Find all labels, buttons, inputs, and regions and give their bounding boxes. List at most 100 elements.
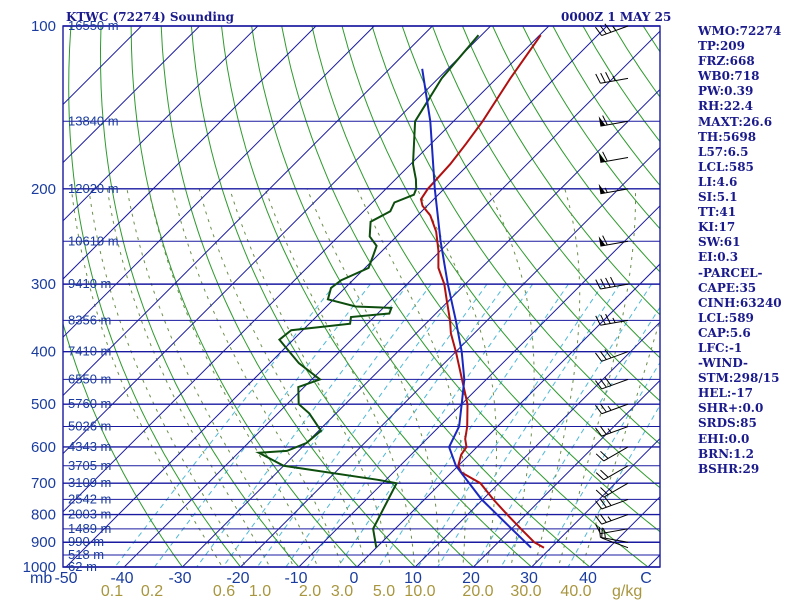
- wind-barb-half: [607, 405, 612, 411]
- isotherm-line: [414, 321, 660, 567]
- wind-barb-half: [612, 25, 617, 31]
- height-label: 13840 m: [68, 113, 119, 128]
- wind-barb-full: [595, 279, 601, 290]
- temperature-tick-label: -20: [226, 570, 249, 587]
- wind-barb-full: [604, 23, 612, 33]
- wind-barb: [595, 276, 629, 290]
- wind-barb-full: [599, 513, 607, 523]
- index-line: EHI:0.0: [698, 431, 750, 446]
- mixing-ratio-line: [153, 283, 371, 567]
- wind-barb-full: [605, 72, 611, 82]
- moist-adiabat-line: [148, 188, 319, 567]
- index-line: WMO:72274: [698, 24, 782, 38]
- wind-barb-full: [600, 469, 609, 478]
- pressure-tick-label: 500: [31, 396, 56, 413]
- wind-barb-full: [601, 527, 603, 539]
- wind-barb-full: [595, 73, 601, 84]
- index-line: CAP:5.6: [698, 325, 751, 340]
- index-line: HEL:-17: [698, 386, 754, 401]
- mixing-ratio-line: [306, 283, 507, 567]
- moist-adiabat-line: [171, 188, 343, 567]
- mixing-ratio-tick-label: 0.1: [101, 583, 123, 600]
- wind-barb-full: [595, 489, 605, 498]
- isotherm-line: [63, 26, 317, 280]
- dry-adiabat-line: [68, 26, 242, 567]
- moist-adiabat-line: [356, 188, 466, 567]
- temperature-tick-label: -30: [168, 570, 191, 587]
- background-grid: [63, 26, 660, 567]
- height-label: 16550 m: [68, 18, 119, 33]
- height-label: 62 m: [68, 559, 97, 574]
- temperature-tick-label: 0: [350, 570, 359, 587]
- index-line: EI:0.3: [698, 250, 739, 265]
- moist-adiabat-line: [264, 188, 416, 567]
- wind-barb: [595, 313, 629, 326]
- temperature-tick-label: -40: [110, 570, 133, 587]
- height-label: 8356 m: [68, 312, 111, 327]
- wind-barb-full: [595, 427, 603, 437]
- mixing-ratio-tick-label: 10.0: [404, 583, 435, 600]
- dry-adiabat-line: [492, 26, 660, 273]
- dry-adiabat-line: [311, 26, 660, 533]
- temperature-tick-label: 30: [520, 570, 538, 587]
- wind-barb-half: [607, 516, 612, 522]
- wind-barb-pennant: [598, 116, 606, 127]
- isotherm-line: [65, 26, 608, 567]
- dry-adiabat-line: [63, 321, 184, 567]
- mixing-ratio-unit-label: g/kg: [612, 583, 642, 600]
- wind-barb-full: [599, 498, 607, 508]
- index-line: SRDS:85: [698, 416, 757, 431]
- index-line: KI:17: [698, 220, 736, 235]
- index-line: L57:6.5: [698, 144, 749, 159]
- index-line: BRN:1.2: [698, 446, 754, 461]
- moist-adiabat-line: [534, 188, 581, 567]
- height-label: 5026 m: [68, 419, 111, 434]
- wind-barb-full: [604, 349, 612, 359]
- height-label: 10610 m: [68, 233, 119, 248]
- station-title: KTWC (72274) Sounding: [66, 10, 235, 24]
- temperature-tick-label: 40: [579, 570, 597, 587]
- index-line: CINH:63240: [698, 295, 782, 310]
- index-line: LCL:589: [698, 310, 754, 325]
- index-line: LFC:-1: [698, 340, 743, 355]
- index-line: SW:61: [698, 235, 741, 250]
- index-line: -WIND-: [698, 356, 748, 371]
- temperature-tick-label: -10: [284, 570, 307, 587]
- isotherm-line: [239, 146, 660, 567]
- wind-barb-full: [595, 315, 601, 326]
- mixing-ratio-tick-label: 40.0: [560, 583, 591, 600]
- wind-barb-full: [600, 278, 606, 289]
- wind-barb-pennant: [598, 236, 606, 247]
- isotherm-line: [298, 205, 660, 567]
- index-line: WB0:718: [698, 69, 760, 84]
- isotherm-line: [356, 263, 660, 567]
- dry-adiabat-line: [190, 26, 475, 567]
- wind-barb-half: [602, 527, 606, 534]
- height-label: 518 m: [68, 547, 104, 562]
- wind-barb-pennant: [598, 183, 606, 194]
- mixing-ratio-tick-label: 3.0: [331, 583, 353, 600]
- isotherm-line: [63, 26, 550, 513]
- mixing-ratio-line: [222, 283, 432, 567]
- temperature-tick-label: -50: [54, 570, 77, 587]
- moist-adiabat-line: [126, 188, 295, 567]
- wind-barb: [595, 376, 629, 390]
- pressure-tick-label: 800: [31, 507, 56, 524]
- mixing-ratio-line: [567, 404, 660, 567]
- index-line: TH:5698: [698, 129, 757, 144]
- wind-barb-half: [612, 317, 616, 323]
- plot-frame: [62, 25, 661, 568]
- wind-barb-staff: [601, 537, 629, 549]
- index-line: TP:209: [698, 39, 746, 54]
- index-line: LCL:585: [698, 159, 754, 174]
- height-label: 2542 m: [68, 491, 111, 506]
- index-line: PW:0.39: [698, 84, 754, 99]
- wind-barb-full: [604, 376, 612, 386]
- wind-barb-half: [608, 488, 613, 493]
- mixing-ratio-tick-label: 30.0: [510, 583, 541, 600]
- wind-barb: [595, 403, 629, 415]
- isotherm-line: [63, 26, 433, 397]
- index-line: SHR+:0.0: [698, 401, 764, 416]
- isotherm-line: [530, 437, 660, 567]
- wind-barb-full: [595, 472, 605, 481]
